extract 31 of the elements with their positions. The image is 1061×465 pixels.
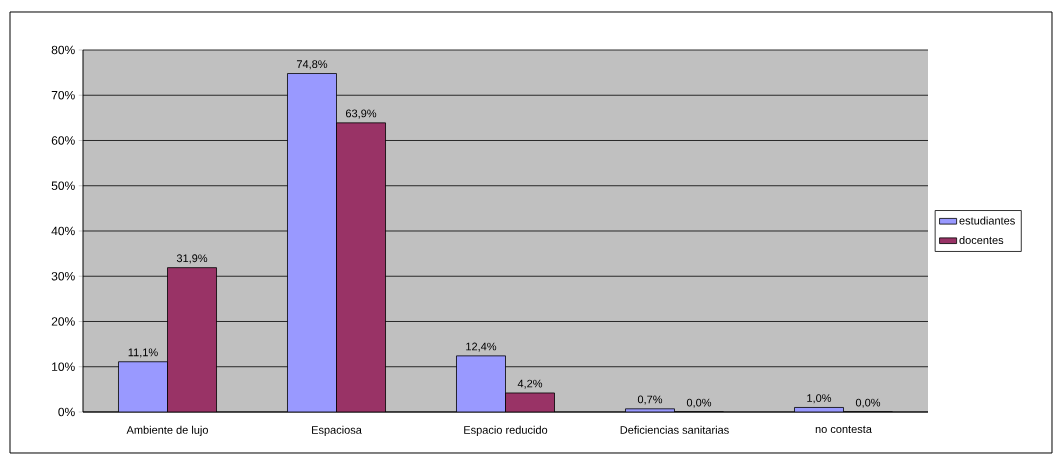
data-label: 31,9%: [176, 254, 208, 264]
y-tick-label: 70%: [51, 91, 75, 100]
bar: [456, 355, 506, 412]
y-tick-label: 10%: [52, 362, 75, 371]
data-label: 0,7%: [637, 395, 663, 405]
y-tick-label: 50%: [51, 181, 75, 190]
y-tick-label: 40%: [51, 226, 75, 236]
y-tick-label: 30%: [51, 271, 75, 281]
x-tick-label: Ambiente de lujo: [126, 425, 208, 437]
legend-label: docentes: [959, 235, 1004, 245]
bar: [287, 73, 337, 412]
data-label: 1,0%: [807, 394, 832, 404]
x-tick-label: no contesta: [815, 425, 872, 434]
bar: [118, 361, 168, 412]
data-label: 12,4%: [466, 342, 497, 352]
data-label: 4,2%: [517, 379, 543, 389]
data-label: 74,8%: [296, 60, 328, 70]
bar: [167, 267, 217, 412]
x-tick-label: Espaciosa: [312, 425, 362, 437]
x-tick-label: Deficiencias sanitarias: [620, 425, 729, 434]
data-label: 0,0%: [855, 398, 881, 408]
y-tick-label: 80%: [51, 45, 75, 55]
data-label: 0,0%: [686, 398, 712, 408]
data-label: 11,1%: [128, 348, 158, 358]
x-tick-label: Espacio reducido: [464, 425, 548, 437]
legend-label: estudiantes: [959, 216, 1015, 225]
bar: [336, 122, 386, 412]
data-label: 63,9%: [345, 109, 377, 119]
y-tick-label: 60%: [51, 136, 75, 145]
y-tick-label: 0%: [58, 407, 75, 417]
y-tick-label: 20%: [51, 317, 75, 326]
